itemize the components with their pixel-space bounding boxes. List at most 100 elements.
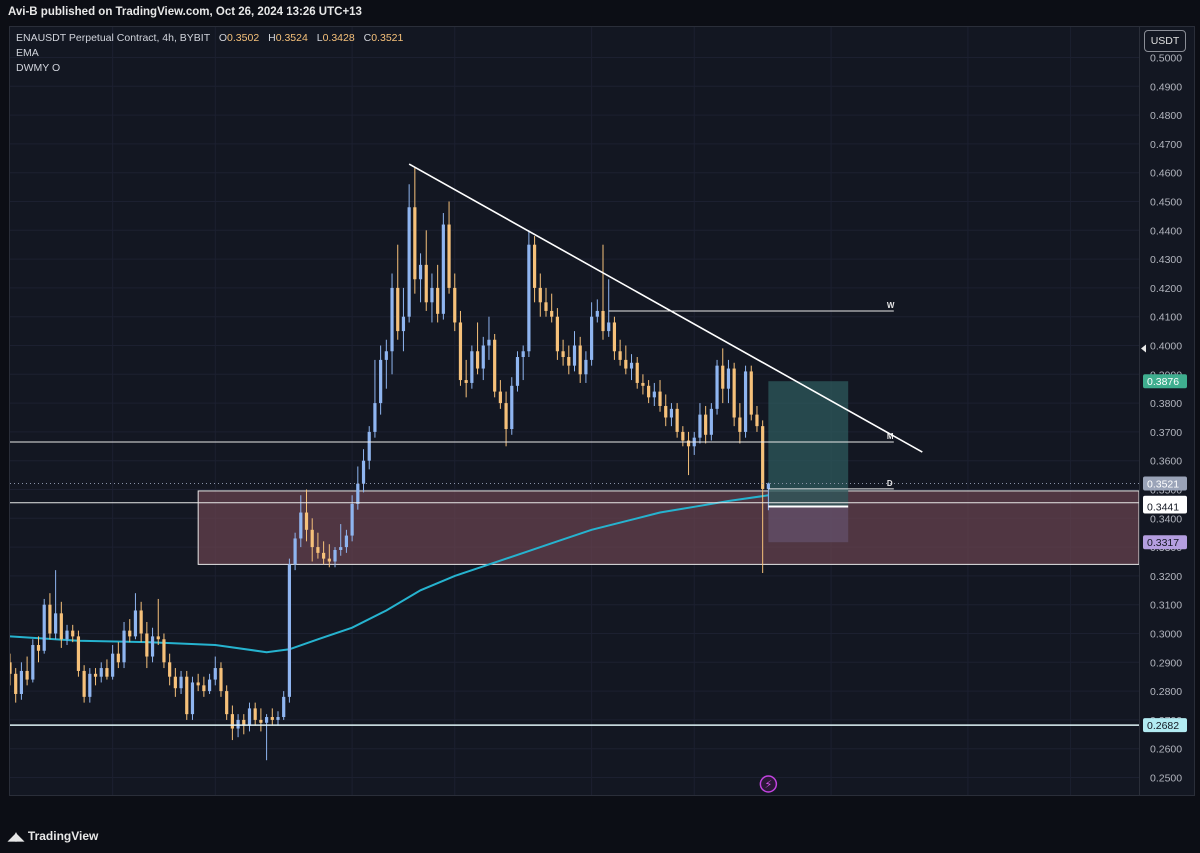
price-label-target (1143, 374, 1187, 389)
candle-body (105, 668, 109, 677)
price-tick-label: 0.4600 (1150, 168, 1182, 180)
candle-body (430, 287, 434, 303)
currency-button[interactable]: USDT (1144, 30, 1186, 52)
candle-body (196, 682, 200, 686)
candle-body (550, 310, 554, 317)
candle-body (25, 670, 29, 680)
candle-body (253, 708, 257, 720)
candle-body (567, 357, 571, 366)
candle-body (498, 391, 502, 404)
candle-body (396, 287, 400, 332)
candle-body (515, 357, 520, 386)
symbol-legend[interactable]: ENAUSDT Perpetual Contract, 4h, BYBIT O0… (16, 32, 403, 44)
price-tick-label: 0.4000 (1150, 341, 1182, 353)
candle-body (156, 636, 160, 640)
chart-pane[interactable] (9, 26, 1140, 796)
candle-body (93, 673, 98, 677)
candle-body (264, 717, 269, 723)
candle-body (207, 679, 212, 692)
candle-body (538, 287, 542, 303)
candle-body (458, 322, 463, 381)
price-label-text: 0.3521 (1147, 478, 1179, 490)
candle-body (367, 431, 371, 461)
candle-body (669, 408, 674, 418)
candle-body (738, 417, 742, 432)
candle-body (54, 613, 58, 634)
price-label-text: 0.3441 (1147, 501, 1179, 513)
candle-body (755, 414, 759, 427)
indicator-ema-legend[interactable]: EMA (16, 47, 39, 59)
candle-body (761, 426, 765, 489)
candle-body (510, 385, 514, 430)
candle-body (658, 391, 662, 406)
candle-body (675, 408, 679, 432)
candle-body (356, 483, 360, 504)
candle-body (652, 391, 656, 398)
ohlc-open-key: O (218, 32, 228, 44)
candle-body (213, 668, 217, 680)
candle-body (766, 483, 770, 489)
price-label-entry (1143, 499, 1187, 514)
candle-body (681, 431, 685, 441)
candle-body (150, 636, 155, 657)
candle-body (601, 310, 605, 332)
price-tick-label: 0.2500 (1150, 773, 1182, 785)
candle-body (48, 604, 52, 634)
candle-body (122, 630, 126, 663)
candle-body (418, 264, 423, 280)
candle-body (475, 351, 480, 369)
candle-body (578, 345, 582, 375)
candle-body (71, 630, 75, 637)
candle-body (219, 668, 223, 692)
candle-body (361, 460, 366, 484)
candle-body (504, 403, 508, 430)
candle-body (641, 382, 645, 386)
candle-body (493, 339, 497, 392)
candle-body (407, 207, 411, 317)
lightning-glyph: ⚡ (765, 778, 773, 791)
price-tick-label: 0.4500 (1150, 197, 1182, 209)
tradingview-logo-icon: ◢◣ (8, 831, 24, 843)
candle-body (225, 691, 229, 715)
candle-body (732, 368, 736, 418)
price-tick-label: 0.4900 (1150, 81, 1182, 93)
candle-body (664, 405, 668, 418)
candle-body (116, 653, 120, 663)
candle-body (401, 316, 406, 332)
candle-body (595, 310, 599, 317)
candle-body (384, 351, 388, 360)
price-tick-label: 0.3200 (1150, 571, 1182, 583)
candle-body (202, 685, 206, 692)
candle-body (584, 359, 588, 375)
candle-body (111, 653, 115, 677)
price-axis[interactable] (1140, 26, 1195, 796)
candle-body (441, 224, 445, 314)
candle-body (185, 676, 189, 715)
candle-body (310, 529, 314, 548)
price-tick-label: 0.4300 (1150, 254, 1182, 266)
ema-line (10, 494, 769, 654)
position-stop-area (768, 506, 849, 543)
candle-body (344, 535, 349, 548)
price-tick-label: 0.2900 (1150, 657, 1182, 669)
price-label-support (1143, 718, 1187, 733)
candle-body (379, 359, 383, 404)
price-tick-label: 0.2600 (1150, 744, 1182, 756)
candle-body (293, 538, 297, 565)
candle-body (270, 717, 274, 720)
candle-body (629, 362, 634, 369)
axis-marker-icon (1141, 344, 1146, 353)
candle-body (276, 717, 280, 720)
price-label-stop (1143, 535, 1187, 550)
candle-body (99, 668, 103, 677)
candle-body (590, 316, 594, 360)
price-label-text: 0.2682 (1147, 720, 1179, 732)
bottom-bar (0, 796, 1200, 853)
ohlc-low-value: 0.3428 (322, 32, 355, 44)
candle-body (299, 512, 303, 539)
tradingview-logo[interactable]: ◢◣ TradingView (8, 829, 98, 843)
indicator-dwmy-legend[interactable]: DWMY O (16, 62, 61, 74)
ohlc-open-value: 0.3502 (227, 32, 260, 44)
ohlc-high-key: H (268, 32, 276, 44)
